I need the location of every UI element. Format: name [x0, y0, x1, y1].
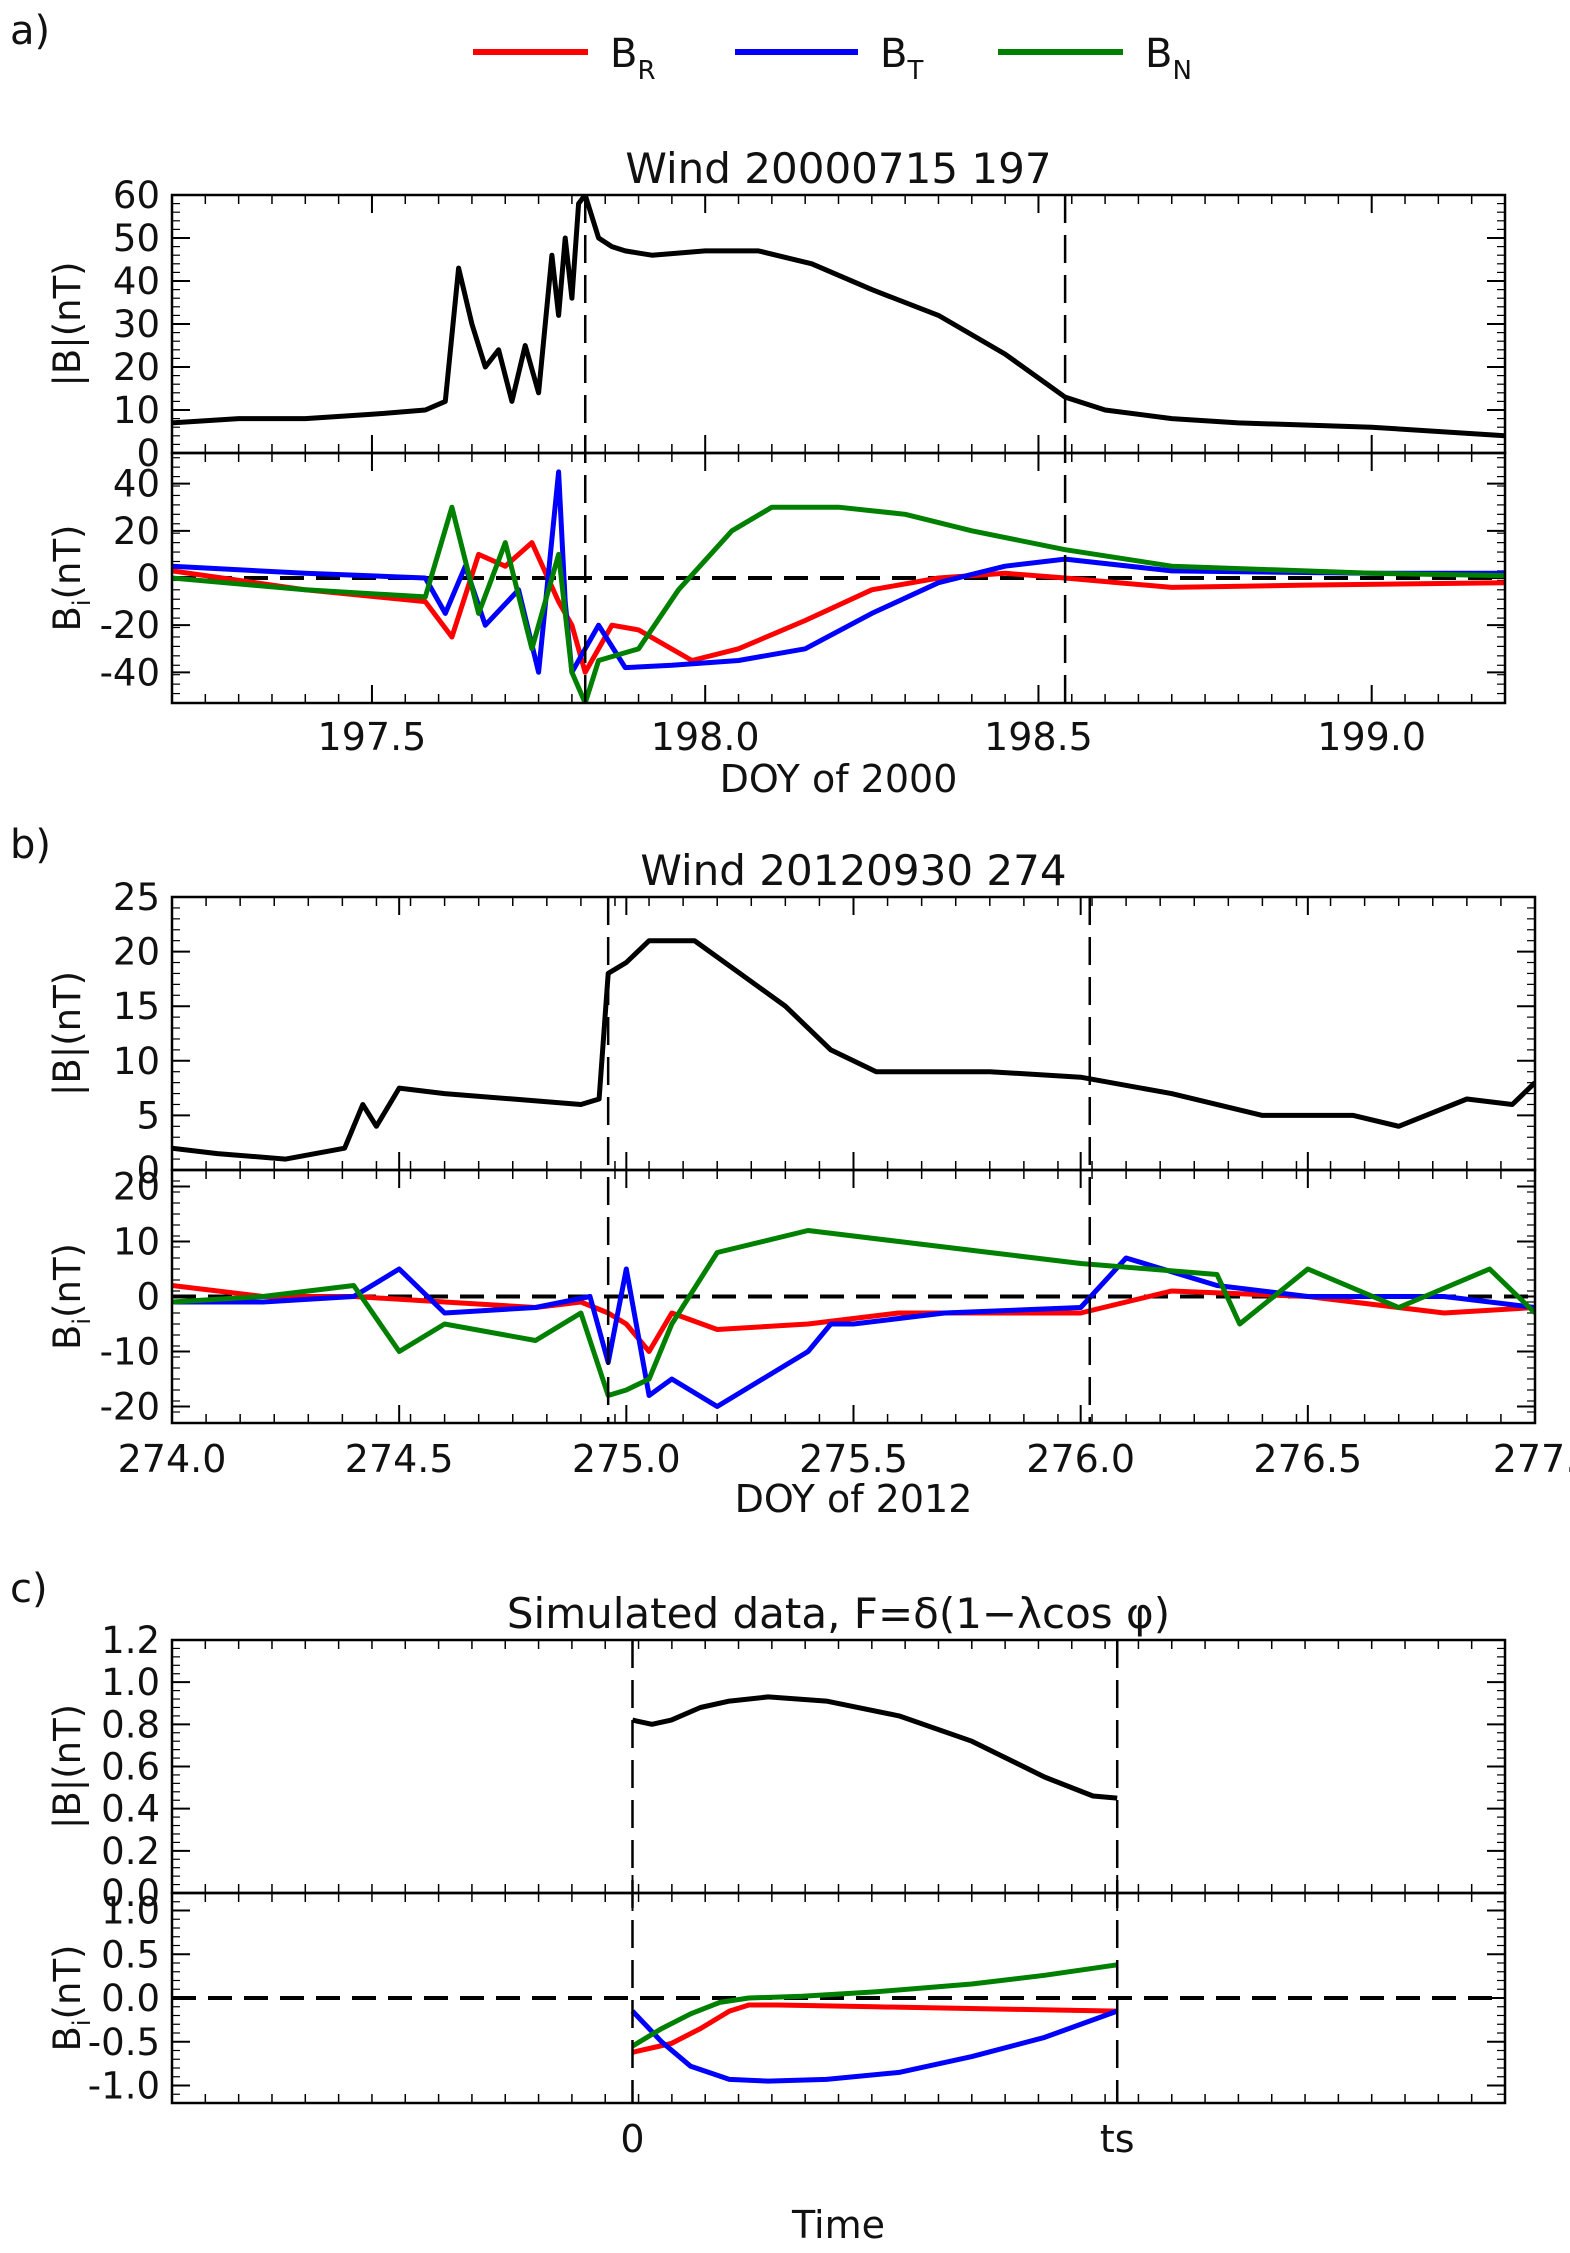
- panel-a-top-ytick-label: 10: [113, 389, 160, 432]
- panel-b-top-series-b: [172, 938, 1535, 1162]
- panel-c-xlabel: Time: [791, 2203, 885, 2247]
- panel-c-top-ylabel: |B|(nT): [46, 1704, 89, 1829]
- panel-a-top-series-b: [172, 195, 1505, 439]
- panel-b-bottom-frame: [170, 1168, 1537, 1425]
- panel-a-top-ytick-label: 0: [136, 432, 160, 475]
- legend-label-br: BR: [610, 31, 656, 86]
- panel-a-title: Wind 20000715 197: [625, 144, 1051, 193]
- panel-c-top-data: [631, 1694, 1118, 1801]
- panel-b-top-ytick-label: 15: [113, 985, 160, 1028]
- panel-b-top-data: [172, 938, 1535, 1162]
- panel-a-top-ytick-label: 20: [113, 346, 160, 389]
- panel-c-title: Simulated data, F=δ(1−λcos φ): [507, 1589, 1170, 1638]
- panel-a-bottom-ytick-label: 0: [136, 557, 160, 600]
- panel-b-bottom-ytick-label: 10: [113, 1221, 160, 1264]
- panel-b-xtick-label: 275.5: [799, 1437, 908, 1481]
- panel-c-top-series-b: [631, 1694, 1118, 1801]
- panel-b-xtick-label: 277.: [1493, 1437, 1570, 1481]
- panel-label-a: a): [10, 8, 50, 54]
- panel-b-bottom-ytick-label: 20: [113, 1166, 160, 1209]
- panel-a-xtick-label: 197.5: [318, 715, 427, 759]
- panel-c-top-ytick-label: 0.6: [101, 1746, 160, 1789]
- panel-c-top-ytick-label: 0.4: [101, 1788, 160, 1831]
- panel-c-bottom-ytick-label: 1.0: [101, 1890, 160, 1933]
- panel-a-bottom-series-br: [172, 540, 1505, 675]
- panel-c-bottom-series-bt: [630, 2008, 1119, 2084]
- panel-b-xlabel: DOY of 2012: [735, 1477, 973, 1521]
- panel-a-top-ylabel: |B|(nT): [46, 261, 89, 386]
- panel-a-top-ytick-label: 30: [113, 303, 160, 346]
- panel-a-bottom-ytick-label: -40: [100, 651, 160, 694]
- panel-a-bottom-series-bt: [172, 469, 1505, 675]
- panel-c-bottom-ytick-label: -1.0: [88, 2065, 160, 2108]
- panel-b-top-ylabel: |B|(nT): [46, 971, 89, 1096]
- panel-b-bottom-ytick-label: -20: [100, 1386, 160, 1429]
- panel-b-bottom-data: [172, 1228, 1535, 1409]
- panel-a-bottom-ytick-label: 20: [113, 510, 160, 553]
- panel-c-top-ytick-label: 0.0: [101, 1872, 160, 1915]
- panel-a-top-ytick-label: 60: [113, 174, 160, 217]
- panel-b-top-ytick-label: 10: [113, 1040, 160, 1083]
- panel-c-xtick-label: ts: [1100, 2117, 1135, 2161]
- panel-label-c: c): [10, 1566, 48, 1612]
- panel-b-top-ytick-label: 5: [136, 1094, 160, 1137]
- panel-c: Simulated data, F=δ(1−λcos φ)0.00.20.40.…: [46, 1589, 1507, 2247]
- panel-c-xtick-label: 0: [620, 2117, 644, 2161]
- panel-c-top-ytick-label: 0.2: [101, 1830, 160, 1873]
- panel-a-bottom-data: [172, 469, 1505, 703]
- panel-a-top-ytick-label: 40: [113, 260, 160, 303]
- panel-b: Wind 20120930 274 0 5 10 15 20 25 |B|(nT) -20 -10…: [46, 846, 1570, 1521]
- panel-a-xlabel: DOY of 2000: [720, 757, 958, 801]
- panel-c-bottom-frame: [170, 1891, 1507, 2105]
- panel-b-xtick-label: 275.0: [572, 1437, 681, 1481]
- panel-c-bottom-ytick-label: 0.5: [101, 1933, 160, 1976]
- panel-c-bottom-data: [630, 1962, 1119, 2084]
- panel-b-bottom-series-bn: [172, 1228, 1535, 1398]
- panel-b-top-ytick-label: 20: [113, 931, 160, 974]
- legend-label-bn: BN: [1145, 31, 1192, 86]
- panel-a: Wind 20000715 1970102030405060|B|(nT)-40…: [46, 144, 1507, 801]
- panel-c-bottom-series-bn: [631, 1962, 1118, 2049]
- panel-b-title: Wind 20120930 274: [640, 846, 1066, 895]
- panel-a-bottom-frame: [170, 451, 1507, 705]
- panel-b-top-ytick-label: 0: [136, 1149, 160, 1192]
- legend: BR BT BN: [473, 31, 1192, 86]
- panel-a-top-data: [172, 195, 1505, 439]
- legend-label-bt: BT: [880, 31, 923, 86]
- panel-a-bottom-ytick-label: -20: [100, 604, 160, 647]
- panel-b-bottom-ytick-label: 0: [136, 1276, 160, 1319]
- panel-a-xtick-label: 199.0: [1317, 715, 1426, 759]
- panel-b-top-ytick-label: 25: [113, 876, 160, 919]
- panel-a-xtick-label: 198.0: [651, 715, 760, 759]
- panel-b-xtick-label: 276.0: [1026, 1437, 1135, 1481]
- panel-a-bottom-series-bn: [172, 504, 1505, 703]
- panel-b-xtick-label: 274.5: [345, 1437, 454, 1481]
- panel-b-xtick-label: 276.5: [1253, 1437, 1362, 1481]
- panel-label-b: b): [10, 822, 51, 868]
- panel-c-top-frame: [170, 1638, 1507, 1895]
- panel-b-bottom-ylabel: Bi(nT): [46, 1243, 96, 1350]
- panel-a-xtick-label: 198.5: [984, 715, 1093, 759]
- panel-a-bottom-ytick-label: 40: [113, 463, 160, 506]
- panel-c-bottom-series-br: [631, 2002, 1118, 2055]
- panel-b-top-frame: [170, 895, 1537, 1172]
- panel-c-top-ytick-label: 0.8: [101, 1703, 160, 1746]
- panel-c-top-ytick-label: 1.0: [101, 1661, 160, 1704]
- panel-c-top-ytick-label: 1.2: [101, 1619, 160, 1662]
- panel-c-bottom-ylabel: Bi(nT): [46, 1945, 96, 2052]
- panel-a-bottom-ylabel: Bi(nT): [46, 525, 96, 632]
- panel-c-bottom-ytick-label: -0.5: [88, 2021, 160, 2064]
- panel-c-bottom-ytick-label: 0.0: [101, 1977, 160, 2020]
- panel-b-bottom-ytick-label: -10: [100, 1331, 160, 1374]
- panel-b-xtick-label: 274.0: [118, 1437, 227, 1481]
- panel-a-top-ytick-label: 50: [113, 217, 160, 260]
